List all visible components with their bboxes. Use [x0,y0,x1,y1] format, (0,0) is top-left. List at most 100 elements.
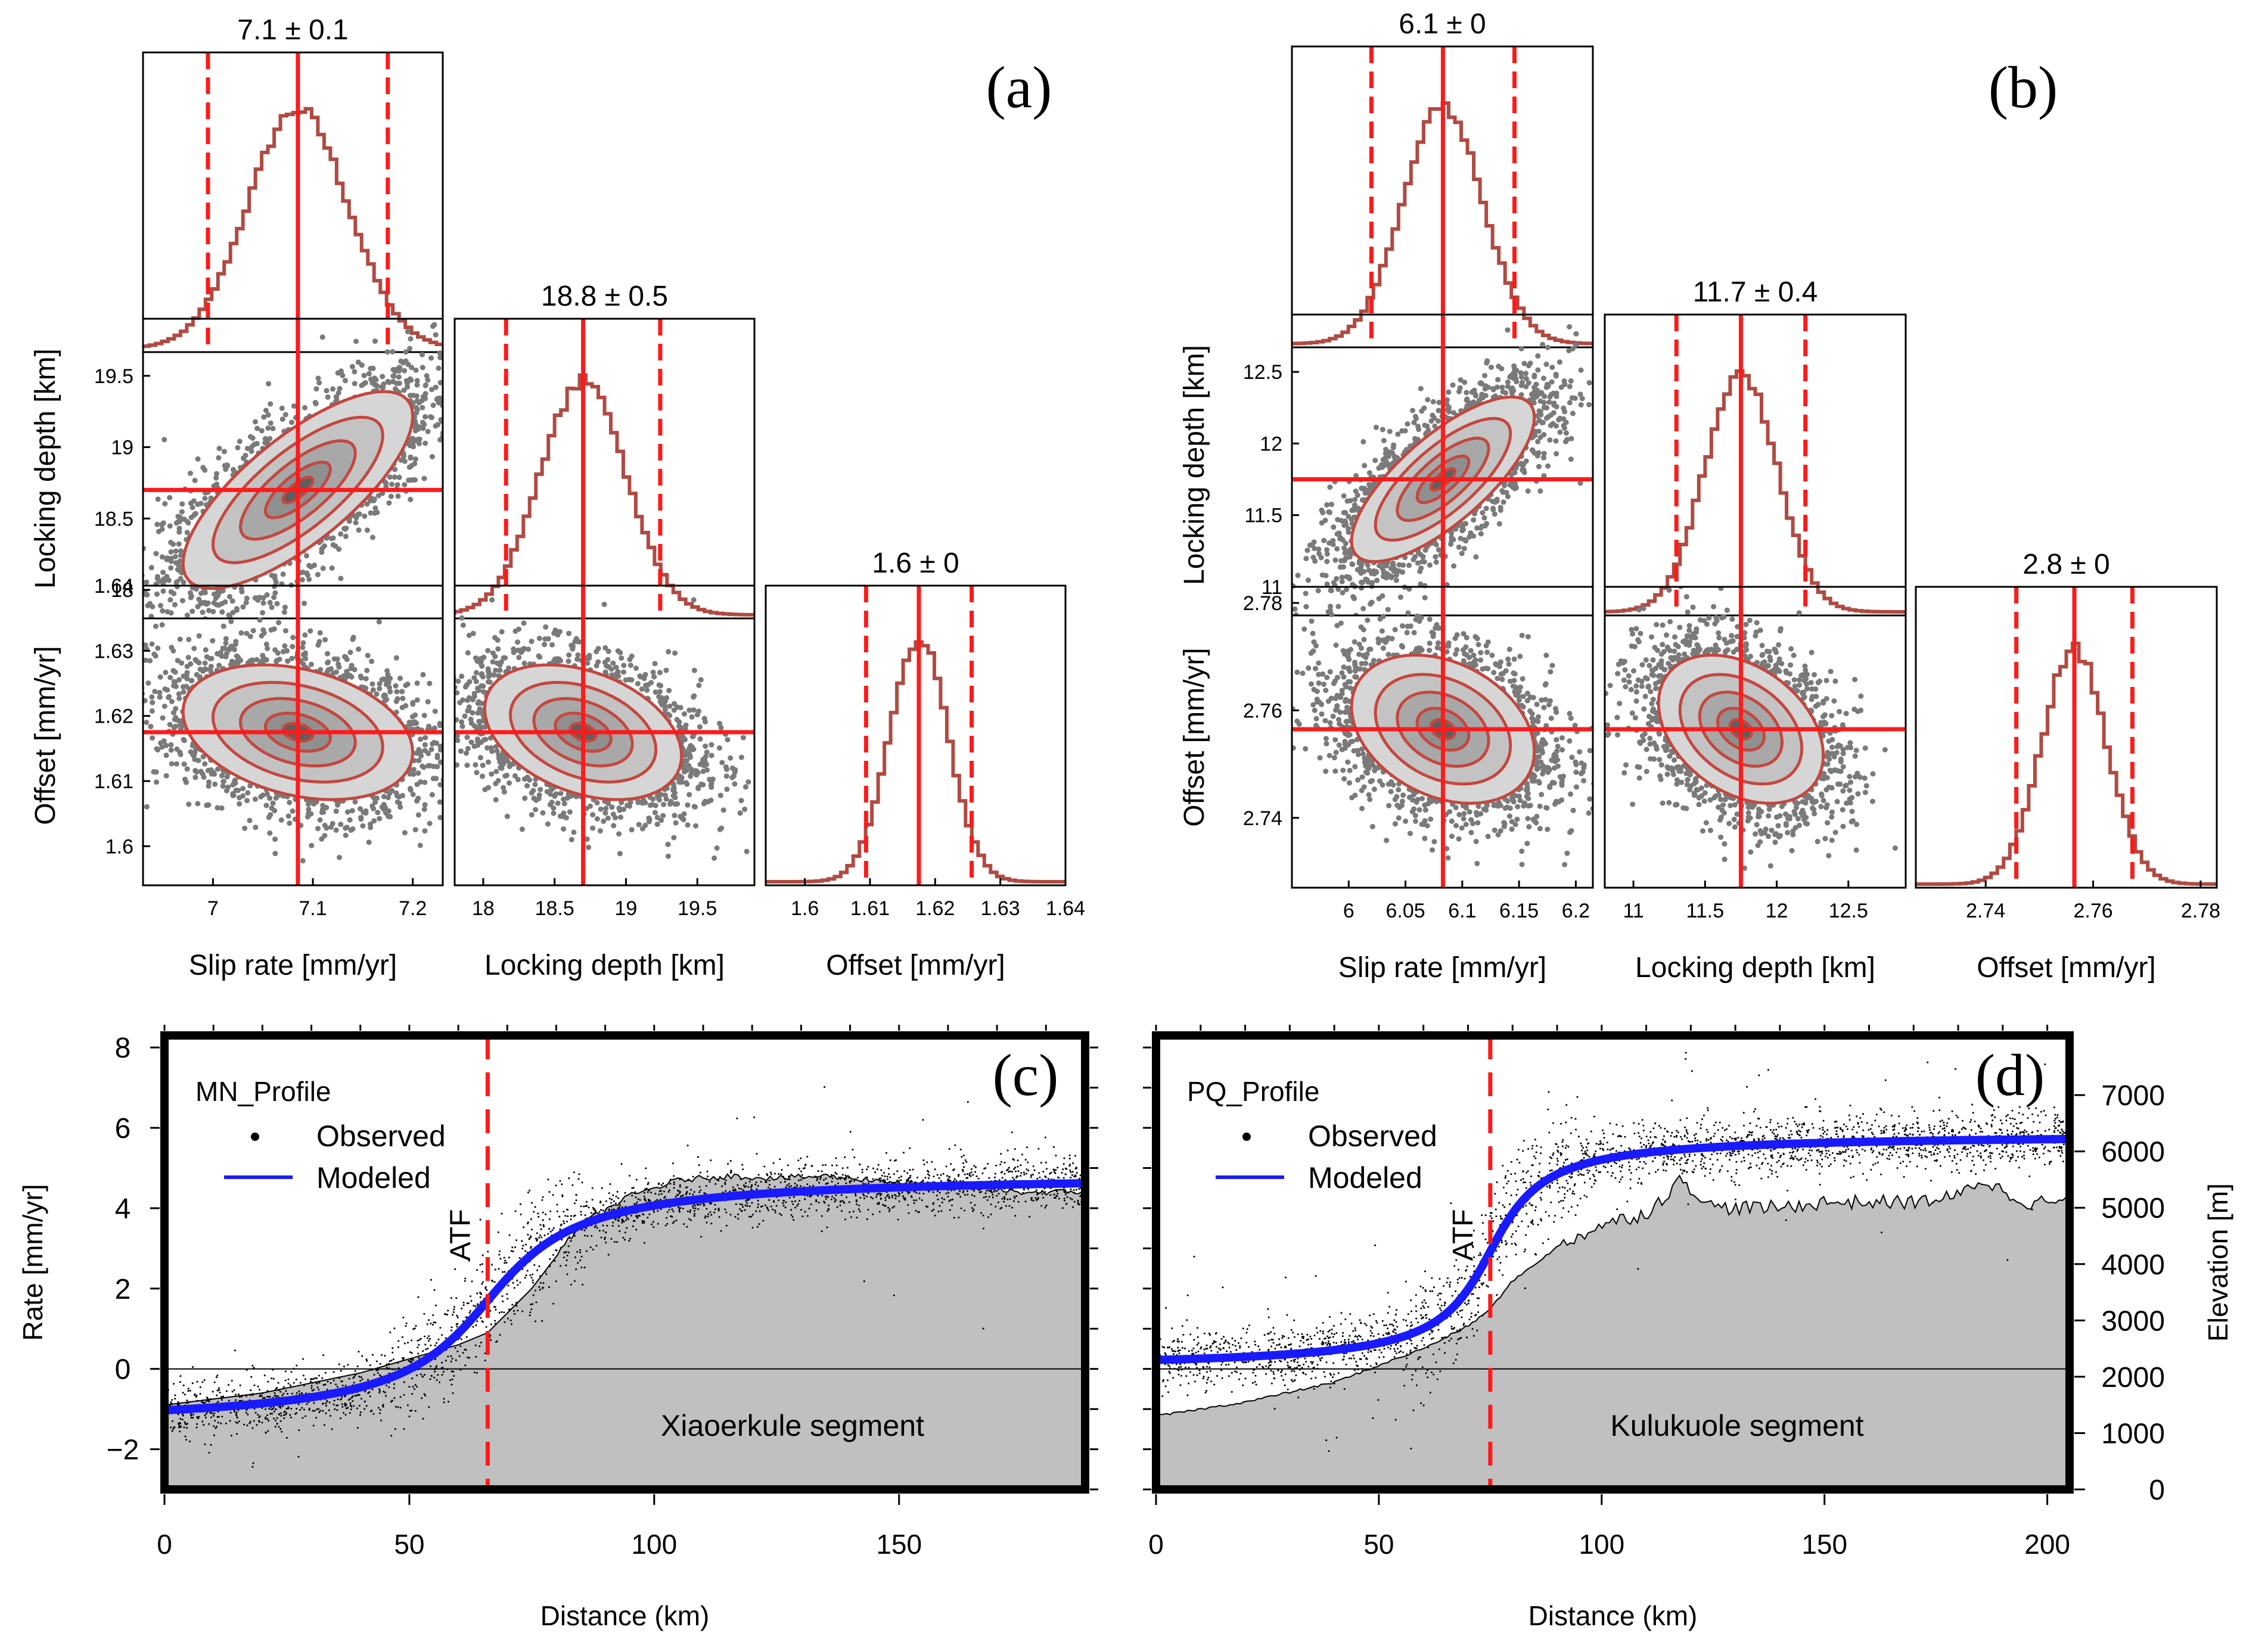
x-tick-label: 1.6 [791,897,819,920]
cell-frame [1604,313,1907,617]
cell-frame [142,51,444,353]
x-tick-label: 100 [1579,1529,1624,1560]
elevation-tick-label: 2000 [2101,1362,2165,1394]
panel-b: 6.1 ± 0 11 11.5 12 12.5 Locking depth [km] 11.… [1179,8,2220,984]
x-tick-label: 6.1 [1448,900,1476,922]
legend-modeled-label: Modeled [316,1161,431,1195]
x-tick-label: 1.63 [981,897,1020,920]
x-tick-label: 12 [1766,900,1788,922]
legend-observed-label: Observed [316,1119,446,1153]
y-tick-label: 4 [115,1193,131,1225]
corner-cell-2-2: 1.6 ± 0 1.6 1.61 1.62 1.63 1.64 Offset [mm/yr] [765,548,1085,981]
y-axis-label: Offset [mm/yr] [30,646,61,825]
x-tick-label: 7 [207,897,219,920]
corner-cell-2-1: 11 11.5 12 12.5 Locking depth [km] [1604,586,1907,984]
x-tick-label: 50 [1363,1529,1394,1560]
topography-outline [1156,1174,2070,1416]
y-tick-label: 0 [115,1354,131,1386]
corner-cell-0-0: 7.1 ± 0.1 [142,14,444,353]
y-tick-label: 2.76 [1243,699,1282,722]
elevation-tick-label: 6000 [2101,1137,2165,1168]
x-tick-label: 150 [876,1529,922,1560]
x-tick-label: 7.1 [299,897,327,920]
y-axis-label: Locking depth [km] [1179,345,1210,585]
y-tick-label: 11.5 [1244,505,1282,527]
panel-label: (b) [1989,54,2058,120]
y-tick-label: 2.74 [1243,807,1282,830]
corner-cell-1-1: 11.7 ± 0.4 [1604,276,1907,617]
histogram-b-1 [1605,369,1906,614]
x-tick-label: 2.74 [1966,900,2005,922]
x-tick-label: 100 [631,1529,677,1560]
y-tick-label: 19.5 [94,365,133,388]
histogram-title: 7.1 ± 0.1 [237,14,348,46]
corner-cell-2-0: 2.74 2.76 2.78 Offset [mm/yr] 6 6.05 6.1 6.15 6.… [1179,586,1594,984]
x-axis-label: Offset [mm/yr] [826,950,1005,981]
y-tick-label: 1.6 [105,835,133,858]
modeled-curve [1156,1134,2070,1364]
corner-cell-2-2: 2.8 ± 0 2.74 2.76 2.78 Offset [mm/yr] [1915,549,2220,984]
elevation-tick-label: 1000 [2101,1418,2165,1450]
x-tick-label: 1.64 [1046,897,1085,920]
cell-frame [453,584,756,887]
panel-label: (c) [993,1042,1059,1108]
x-tick-label: 6 [1343,900,1354,922]
corner-cell-1-0: 18 18.5 19 19.5 Locking depth [km] [30,318,444,620]
cell-frame [765,584,1067,887]
histogram-a-2 [766,640,1065,884]
y-tick-label: 2.78 [1243,592,1282,615]
x-axis-label: Locking depth [km] [484,950,725,981]
y-tick-label: 1.61 [94,770,133,793]
segment-label: Xiaoerkule segment [661,1409,924,1442]
x-tick-label: 2.76 [2073,900,2112,922]
y-tick-label: 18.5 [94,508,133,530]
x-axis-label: Distance (km) [540,1600,710,1631]
x-tick-label: 0 [1148,1529,1164,1560]
cell-frame [142,584,444,887]
x-axis-label: Locking depth [km] [1635,952,1875,984]
x-tick-label: 150 [1801,1529,1847,1560]
x-axis-label: Distance (km) [1528,1600,1698,1631]
x-tick-label: 19 [615,897,638,920]
y-axis-label: Rate [mm/yr] [17,1184,48,1340]
cell-frame [1291,586,1594,889]
corner-cell-1-0: 11 11.5 12 12.5 Locking depth [km] [1179,313,1594,617]
y-tick-label: 8 [115,1032,131,1064]
x-tick-label: 18.5 [535,897,574,920]
corner-cell-2-1: 18 18.5 19 19.5 Locking depth [km] [453,584,756,981]
elevation-tick-label: 4000 [2101,1249,2165,1281]
histogram-a-0 [143,107,443,349]
x-axis-label: Slip rate [mm/yr] [189,950,397,981]
y-tick-label: 2 [115,1274,131,1305]
histogram-title: 6.1 ± 0 [1399,8,1486,40]
y-tick-label: 1.63 [94,640,133,662]
y-tick-label: 1.62 [94,705,133,728]
panel-label: (d) [1975,1042,2045,1108]
profile-frame [1152,1031,2074,1494]
y-tick-label: 11 [1262,576,1282,599]
topography-area [1156,1175,2070,1489]
elevation-axis-label: Elevation [m] [2202,1183,2233,1342]
x-tick-label: 7.2 [399,897,427,920]
y-tick-label: −2 [107,1435,139,1466]
x-tick-label: 50 [394,1529,424,1560]
x-tick-label: 6.15 [1499,900,1539,922]
corner-cell-1-1: 18.8 ± 0.5 [453,281,756,620]
x-tick-label: 6.2 [1562,900,1590,922]
panel-c: ATF MN_Profile Observed Modeled (c) Xiaoerkul… [17,1025,1098,1631]
x-tick-label: 6.05 [1385,900,1425,922]
legend-observed-marker [251,1133,259,1141]
y-tick-label: 19 [111,437,133,459]
elevation-tick-label: 0 [2149,1475,2165,1506]
x-axis-label: Offset [mm/yr] [1977,952,2155,984]
legend-observed-marker [1242,1133,1251,1141]
profile-frame [160,1031,1089,1494]
x-tick-label: 1.62 [915,897,955,920]
histogram-title: 18.8 ± 0.5 [541,281,668,312]
topography-area [164,1174,1085,1489]
modeled-curve [164,1179,1085,1415]
y-tick-label: 12.5 [1243,361,1282,384]
x-tick-label: 2.78 [2181,900,2220,922]
